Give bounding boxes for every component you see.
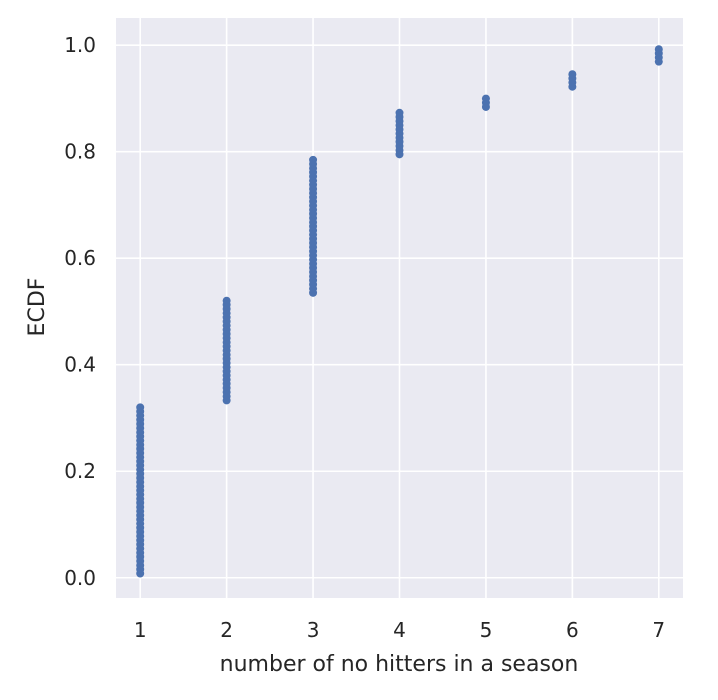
x-tick-label: 1 xyxy=(134,618,147,642)
data-point xyxy=(654,45,663,54)
x-tick-label: 5 xyxy=(480,618,493,642)
data-point xyxy=(481,94,490,103)
y-tick-label: 0.2 xyxy=(64,459,96,483)
data-point xyxy=(222,296,231,305)
x-tick-label: 2 xyxy=(220,618,233,642)
x-tick-label: 7 xyxy=(652,618,665,642)
x-tick-label: 4 xyxy=(393,618,406,642)
x-tick-label: 6 xyxy=(566,618,579,642)
data-point xyxy=(136,403,145,412)
x-axis-label: number of no hitters in a season xyxy=(220,652,579,677)
y-tick-label: 0.8 xyxy=(64,140,96,164)
data-point xyxy=(309,155,318,164)
data-points xyxy=(136,45,663,578)
x-axis-ticks: 1 2 3 4 5 6 7 xyxy=(134,618,665,642)
y-tick-label: 0.4 xyxy=(64,353,96,377)
y-tick-label: 0.0 xyxy=(64,566,96,590)
y-tick-label: 0.6 xyxy=(64,246,96,270)
data-point xyxy=(395,108,404,117)
y-axis-label: ECDF xyxy=(25,278,50,337)
x-tick-label: 3 xyxy=(307,618,320,642)
data-point xyxy=(568,70,577,79)
y-axis-ticks: 0.0 0.2 0.4 0.6 0.8 1.0 xyxy=(64,33,96,590)
y-tick-label: 1.0 xyxy=(64,33,96,57)
